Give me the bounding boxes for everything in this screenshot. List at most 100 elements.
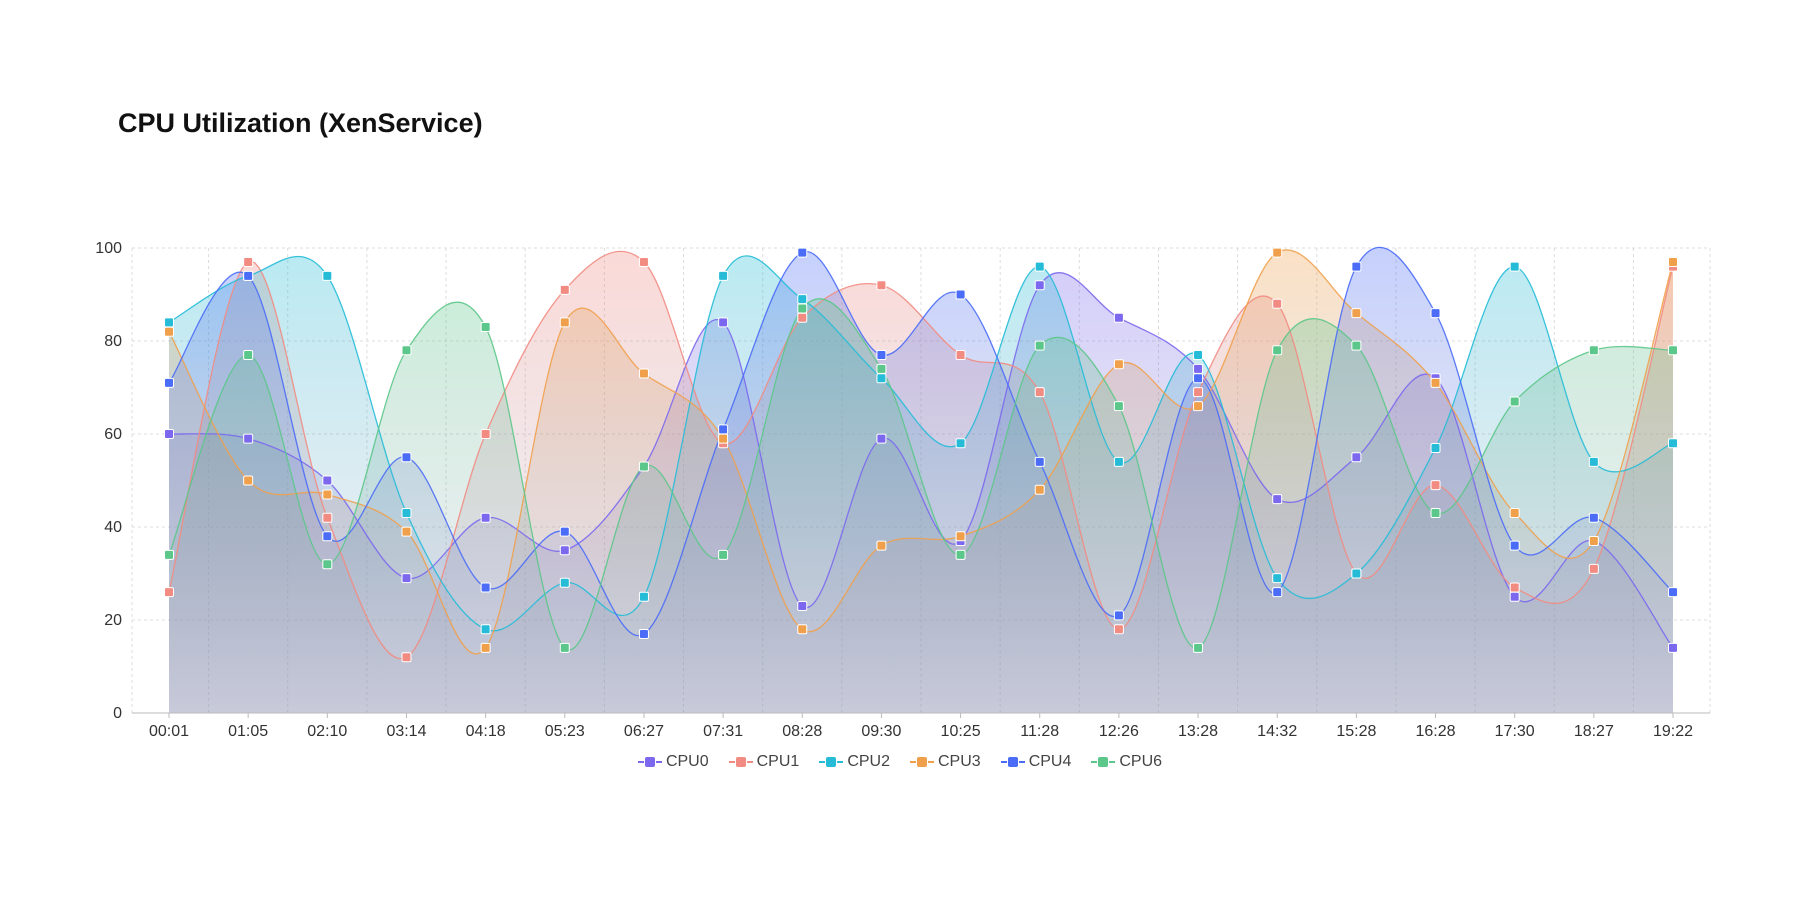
cpu0-point-02:10[interactable]	[322, 475, 333, 486]
cpu1-point-11:28[interactable]	[1034, 387, 1045, 398]
cpu6-point-19:22[interactable]	[1668, 345, 1678, 356]
cpu4-point-07:31[interactable]	[718, 424, 729, 435]
cpu2-point-02:10[interactable]	[322, 270, 333, 281]
cpu6-point-05:23[interactable]	[559, 642, 570, 653]
cpu3-point-16:28[interactable]	[1430, 377, 1441, 388]
cpu6-point-07:31[interactable]	[718, 549, 729, 560]
cpu0-point-15:28[interactable]	[1351, 452, 1362, 463]
cpu0-point-00:01[interactable]	[164, 429, 174, 439]
cpu6-point-04:18[interactable]	[480, 322, 491, 333]
cpu0-point-09:30[interactable]	[876, 433, 887, 444]
cpu3-point-19:22[interactable]	[1668, 256, 1678, 267]
cpu4-point-13:28[interactable]	[1193, 373, 1204, 384]
legend-item-cpu2[interactable]: CPU2	[819, 753, 890, 771]
cpu2-point-10:25[interactable]	[955, 438, 966, 449]
cpu6-point-11:28[interactable]	[1034, 340, 1045, 351]
cpu3-point-14:32[interactable]	[1272, 247, 1283, 258]
cpu3-point-15:28[interactable]	[1351, 308, 1362, 319]
cpu6-point-14:32[interactable]	[1272, 345, 1283, 356]
legend-item-cpu1[interactable]: CPU1	[728, 753, 799, 771]
cpu4-point-17:30[interactable]	[1509, 540, 1520, 551]
cpu3-point-07:31[interactable]	[718, 433, 729, 444]
cpu6-point-15:28[interactable]	[1351, 340, 1362, 351]
cpu4-point-18:27[interactable]	[1588, 512, 1599, 523]
cpu4-point-05:23[interactable]	[559, 526, 570, 537]
cpu0-point-14:32[interactable]	[1272, 494, 1283, 505]
cpu4-point-01:05[interactable]	[243, 270, 254, 281]
cpu6-point-08:28[interactable]	[797, 303, 808, 314]
cpu3-point-00:01[interactable]	[164, 326, 174, 337]
cpu2-point-08:28[interactable]	[797, 294, 808, 305]
cpu1-point-06:27[interactable]	[638, 256, 649, 267]
cpu6-point-01:05[interactable]	[243, 349, 254, 360]
cpu2-point-13:28[interactable]	[1193, 349, 1204, 360]
cpu1-point-00:01[interactable]	[164, 587, 174, 598]
cpu4-point-09:30[interactable]	[876, 349, 887, 360]
cpu3-point-06:27[interactable]	[638, 368, 649, 379]
cpu4-point-04:18[interactable]	[480, 582, 491, 593]
cpu3-point-17:30[interactable]	[1509, 508, 1520, 519]
cpu4-point-10:25[interactable]	[955, 289, 966, 300]
cpu4-point-03:14[interactable]	[401, 452, 412, 463]
cpu3-point-12:26[interactable]	[1113, 359, 1124, 370]
cpu2-point-05:23[interactable]	[559, 577, 570, 588]
cpu0-point-04:18[interactable]	[480, 512, 491, 523]
cpu3-point-08:28[interactable]	[797, 624, 808, 635]
cpu6-point-17:30[interactable]	[1509, 396, 1520, 407]
cpu3-point-18:27[interactable]	[1588, 535, 1599, 546]
cpu2-point-09:30[interactable]	[876, 373, 887, 384]
cpu0-point-12:26[interactable]	[1113, 312, 1124, 323]
cpu2-point-00:01[interactable]	[164, 317, 174, 328]
cpu6-point-16:28[interactable]	[1430, 508, 1441, 519]
cpu2-point-04:18[interactable]	[480, 624, 491, 635]
cpu3-point-05:23[interactable]	[559, 317, 570, 328]
cpu0-point-05:23[interactable]	[559, 545, 570, 556]
cpu4-point-00:01[interactable]	[164, 377, 174, 388]
cpu1-point-09:30[interactable]	[876, 280, 887, 291]
cpu1-point-14:32[interactable]	[1272, 298, 1283, 309]
cpu1-point-03:14[interactable]	[401, 652, 412, 663]
cpu1-point-13:28[interactable]	[1193, 387, 1204, 398]
cpu6-point-03:14[interactable]	[401, 345, 412, 356]
legend-item-cpu3[interactable]: CPU3	[910, 753, 981, 771]
cpu6-point-09:30[interactable]	[876, 363, 887, 374]
cpu6-point-12:26[interactable]	[1113, 401, 1124, 412]
cpu2-point-03:14[interactable]	[401, 508, 412, 519]
cpu0-point-19:22[interactable]	[1668, 642, 1678, 653]
cpu6-point-02:10[interactable]	[322, 559, 333, 570]
cpu3-point-04:18[interactable]	[480, 642, 491, 653]
legend-item-cpu0[interactable]: CPU0	[637, 753, 709, 771]
cpu1-point-18:27[interactable]	[1588, 563, 1599, 574]
cpu4-point-02:10[interactable]	[322, 531, 333, 542]
cpu1-point-12:26[interactable]	[1113, 624, 1124, 635]
cpu1-point-10:25[interactable]	[955, 349, 966, 360]
cpu2-point-19:22[interactable]	[1668, 438, 1678, 449]
cpu6-point-10:25[interactable]	[955, 549, 966, 560]
cpu0-point-07:31[interactable]	[718, 317, 729, 328]
cpu6-point-06:27[interactable]	[638, 461, 649, 472]
cpu4-point-12:26[interactable]	[1113, 610, 1124, 621]
cpu0-point-03:14[interactable]	[401, 573, 412, 584]
cpu0-point-01:05[interactable]	[243, 433, 254, 444]
legend-item-cpu6[interactable]: CPU6	[1091, 753, 1162, 771]
cpu0-point-11:28[interactable]	[1034, 280, 1045, 291]
cpu4-point-11:28[interactable]	[1034, 456, 1045, 467]
cpu1-point-01:05[interactable]	[243, 256, 254, 267]
cpu6-point-18:27[interactable]	[1588, 345, 1599, 356]
cpu2-point-06:27[interactable]	[638, 591, 649, 602]
cpu2-point-12:26[interactable]	[1113, 456, 1124, 467]
cpu4-point-15:28[interactable]	[1351, 261, 1362, 272]
cpu3-point-02:10[interactable]	[322, 489, 333, 500]
cpu2-point-14:32[interactable]	[1272, 573, 1283, 584]
cpu0-point-13:28[interactable]	[1193, 363, 1204, 374]
cpu1-point-16:28[interactable]	[1430, 480, 1441, 491]
cpu1-point-08:28[interactable]	[797, 312, 808, 323]
cpu0-point-08:28[interactable]	[797, 601, 808, 612]
cpu4-point-08:28[interactable]	[797, 247, 808, 258]
cpu3-point-11:28[interactable]	[1034, 484, 1045, 495]
cpu1-point-04:18[interactable]	[480, 429, 491, 439]
cpu2-point-15:28[interactable]	[1351, 568, 1362, 579]
cpu1-point-05:23[interactable]	[559, 284, 570, 295]
cpu4-point-06:27[interactable]	[638, 628, 649, 639]
cpu2-point-11:28[interactable]	[1034, 261, 1045, 272]
